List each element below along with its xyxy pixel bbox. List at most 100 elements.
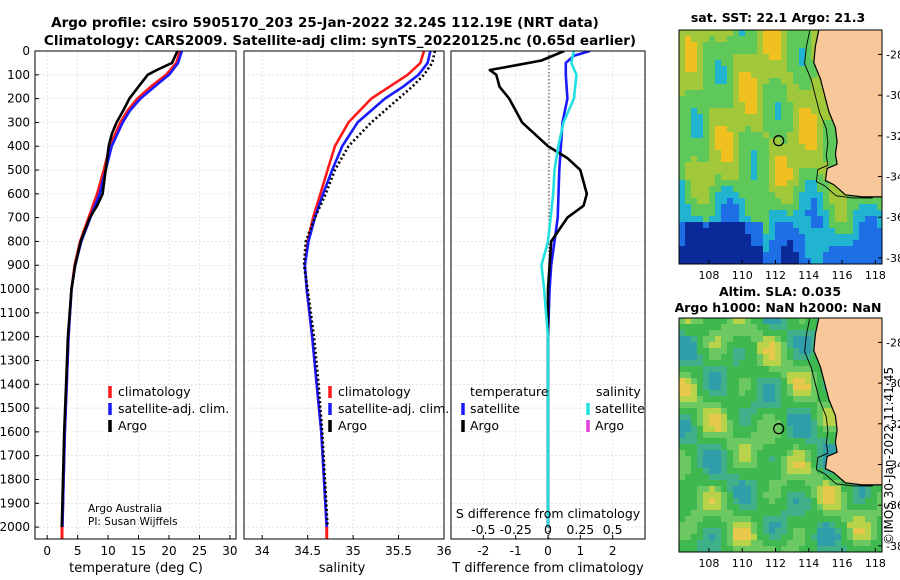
depth-tick-label: 1900	[0, 496, 30, 510]
map-cell	[691, 396, 698, 403]
map-cell	[685, 462, 692, 469]
map-cell	[733, 366, 740, 373]
map-cell	[691, 402, 698, 409]
map-cell	[691, 342, 698, 349]
map-cell	[793, 504, 800, 511]
map-cell	[679, 210, 686, 217]
map-cell	[727, 246, 734, 253]
map-cell	[799, 510, 806, 517]
map-cell	[781, 246, 788, 253]
map-cell	[709, 60, 716, 67]
map-cell	[757, 66, 764, 73]
map-cell	[787, 546, 794, 552]
map-cell	[757, 204, 764, 211]
map-cell	[775, 126, 782, 133]
map-cell	[709, 174, 716, 181]
map-cell	[751, 162, 758, 169]
map-cell	[823, 246, 830, 253]
map-cell	[733, 204, 740, 211]
map-cell	[727, 192, 734, 199]
legend-s-satellite-label: satellite	[595, 401, 645, 416]
map-cell	[769, 246, 776, 253]
map-cell	[679, 510, 686, 517]
map-cell	[751, 120, 758, 127]
map-cell	[721, 210, 728, 217]
map-cell	[793, 78, 800, 85]
map-cell	[691, 180, 698, 187]
map-cell	[787, 186, 794, 193]
map-cell	[679, 504, 686, 511]
map-cell	[685, 36, 692, 43]
map-cell	[709, 246, 716, 253]
map-cell	[685, 336, 692, 343]
map-cell	[793, 480, 800, 487]
map-cell	[811, 438, 818, 445]
map-cell	[763, 144, 770, 151]
map-cell	[769, 90, 776, 97]
map-cell	[781, 156, 788, 163]
map-cell	[745, 72, 752, 79]
map-cell	[727, 462, 734, 469]
map-cell	[811, 102, 818, 109]
map-cell	[715, 384, 722, 391]
map-cell	[817, 414, 824, 421]
map-cell	[691, 330, 698, 337]
map-cell	[727, 408, 734, 415]
map-cell	[679, 528, 686, 535]
map-cell	[763, 252, 770, 259]
map-cell	[787, 516, 794, 523]
map-cell	[679, 408, 686, 415]
map-cell	[835, 486, 842, 493]
map-cell	[775, 426, 782, 433]
map-cell	[781, 72, 788, 79]
map-cell	[751, 420, 758, 427]
map-cell	[829, 522, 836, 529]
map-cell	[811, 468, 818, 475]
map-cell	[877, 498, 882, 505]
map-cell	[709, 216, 716, 223]
map-cell	[787, 90, 794, 97]
map-cell	[775, 372, 782, 379]
map-cell	[775, 42, 782, 49]
map-cell	[709, 252, 716, 259]
map-cell	[715, 360, 722, 367]
map-cell	[823, 216, 830, 223]
map-cell	[739, 510, 746, 517]
map-cell	[751, 390, 758, 397]
depth-tick-label: 0	[22, 44, 30, 58]
map-cell	[691, 36, 698, 43]
map-cell	[805, 468, 812, 475]
map-cell	[847, 522, 854, 529]
map-cell	[739, 174, 746, 181]
map-cell	[715, 498, 722, 505]
map-cell	[703, 210, 710, 217]
map-cell	[745, 438, 752, 445]
map-cell	[685, 360, 692, 367]
map-cell	[715, 102, 722, 109]
map-cell	[697, 510, 704, 517]
map-cell	[793, 54, 800, 61]
map-cell	[781, 408, 788, 415]
map-cell	[703, 102, 710, 109]
map-cell	[835, 258, 842, 264]
map-cell	[679, 60, 686, 67]
map-cell	[781, 162, 788, 169]
map-cell	[799, 246, 806, 253]
map-cell	[715, 198, 722, 205]
map-cell	[721, 444, 728, 451]
map-cell	[799, 468, 806, 475]
map-cell	[805, 492, 812, 499]
map-cell	[721, 132, 728, 139]
map-cell	[751, 414, 758, 421]
map-cell	[781, 438, 788, 445]
map-cell	[727, 54, 734, 61]
map-cell	[835, 498, 842, 505]
map-cell	[709, 228, 716, 235]
map-cell	[817, 132, 824, 139]
map-cell	[751, 480, 758, 487]
t-difference-xlabel: T difference from climatology	[451, 561, 644, 576]
map-cell	[823, 396, 830, 403]
map-cell	[697, 84, 704, 91]
map-cell	[799, 96, 806, 103]
map-cell	[757, 402, 764, 409]
